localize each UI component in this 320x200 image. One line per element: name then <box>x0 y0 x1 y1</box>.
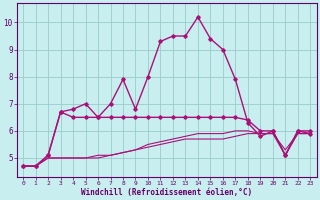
X-axis label: Windchill (Refroidissement éolien,°C): Windchill (Refroidissement éolien,°C) <box>81 188 252 197</box>
